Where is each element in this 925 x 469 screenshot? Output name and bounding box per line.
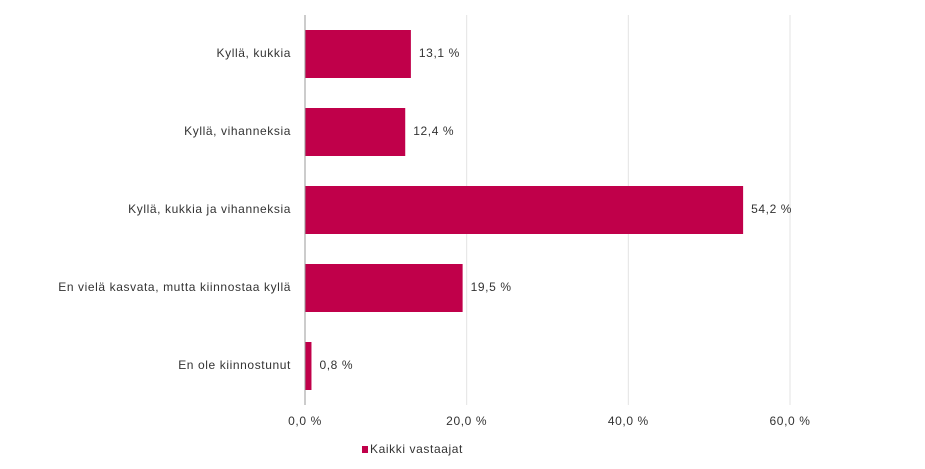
data-label: 0,8 %	[319, 358, 353, 372]
x-tick-label: 60,0 %	[770, 414, 811, 428]
x-tick-label: 20,0 %	[446, 414, 487, 428]
y-tick-label: Kyllä, kukkia	[217, 46, 292, 60]
data-label: 13,1 %	[419, 46, 460, 60]
bar	[305, 264, 463, 312]
x-tick-label: 40,0 %	[608, 414, 649, 428]
y-tick-label: Kyllä, vihanneksia	[184, 124, 291, 138]
legend-swatch	[362, 446, 368, 453]
bar	[305, 186, 744, 234]
bar	[305, 108, 406, 156]
data-label: 19,5 %	[471, 280, 512, 294]
data-label: 12,4 %	[413, 124, 454, 138]
x-tick-label: 0,0 %	[288, 414, 322, 428]
data-label: 54,2 %	[751, 202, 792, 216]
legend-label: Kaikki vastaajat	[370, 442, 463, 456]
bar	[305, 342, 312, 390]
bar	[305, 30, 411, 78]
y-tick-label: En ole kiinnostunut	[178, 358, 291, 372]
y-tick-label: Kyllä, kukkia ja vihanneksia	[128, 202, 291, 216]
y-tick-label: En vielä kasvata, mutta kiinnostaa kyllä	[58, 280, 291, 294]
